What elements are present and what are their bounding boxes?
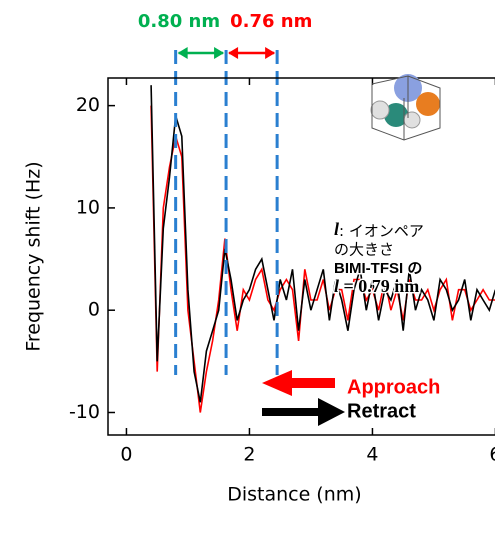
inset-text: l: イオンペア: [334, 219, 424, 239]
legend-arrow: [262, 398, 345, 426]
inset-symbol: l: [334, 219, 339, 239]
spacing-label: 0.80 nm: [138, 11, 220, 32]
inset-text: = 0.79 nm: [339, 276, 419, 296]
y-tick-label: 0: [88, 299, 100, 321]
arrow-head: [228, 47, 276, 59]
atom: [384, 103, 408, 127]
inset-symbol: l: [334, 276, 339, 296]
legend-arrow: [262, 370, 335, 396]
x-tick-label: 4: [366, 444, 378, 466]
inset-text: BIMI-TFSI の: [334, 260, 422, 277]
spacing-label: 0.76 nm: [230, 11, 312, 32]
x-tick-label: 0: [120, 444, 132, 466]
inset-text: l = 0.79 nm: [334, 276, 419, 296]
plot-frame: [107, 77, 495, 436]
x-tick-label: 2: [243, 444, 255, 466]
x-axis-label: Distance (nm): [227, 484, 362, 506]
atom: [416, 92, 440, 116]
x-tick-label: 6: [489, 444, 495, 466]
data-line: [150, 85, 495, 403]
atom: [403, 111, 421, 129]
y-tick-label: 10: [76, 196, 100, 218]
inset-text: の大きさ: [334, 241, 394, 259]
y-tick-label: -10: [69, 401, 100, 423]
atom: [370, 100, 390, 120]
legend-label: Approach: [347, 376, 440, 398]
data-line: [150, 105, 495, 413]
y-axis-label: Frequency shift (Hz): [23, 161, 45, 351]
cell: [371, 75, 441, 141]
arrow-head: [177, 47, 225, 59]
legend-label: Retract: [347, 400, 416, 422]
molecule-icon: [370, 74, 441, 141]
inset-text: : イオンペア: [339, 222, 424, 240]
y-tick-label: 20: [76, 94, 100, 116]
